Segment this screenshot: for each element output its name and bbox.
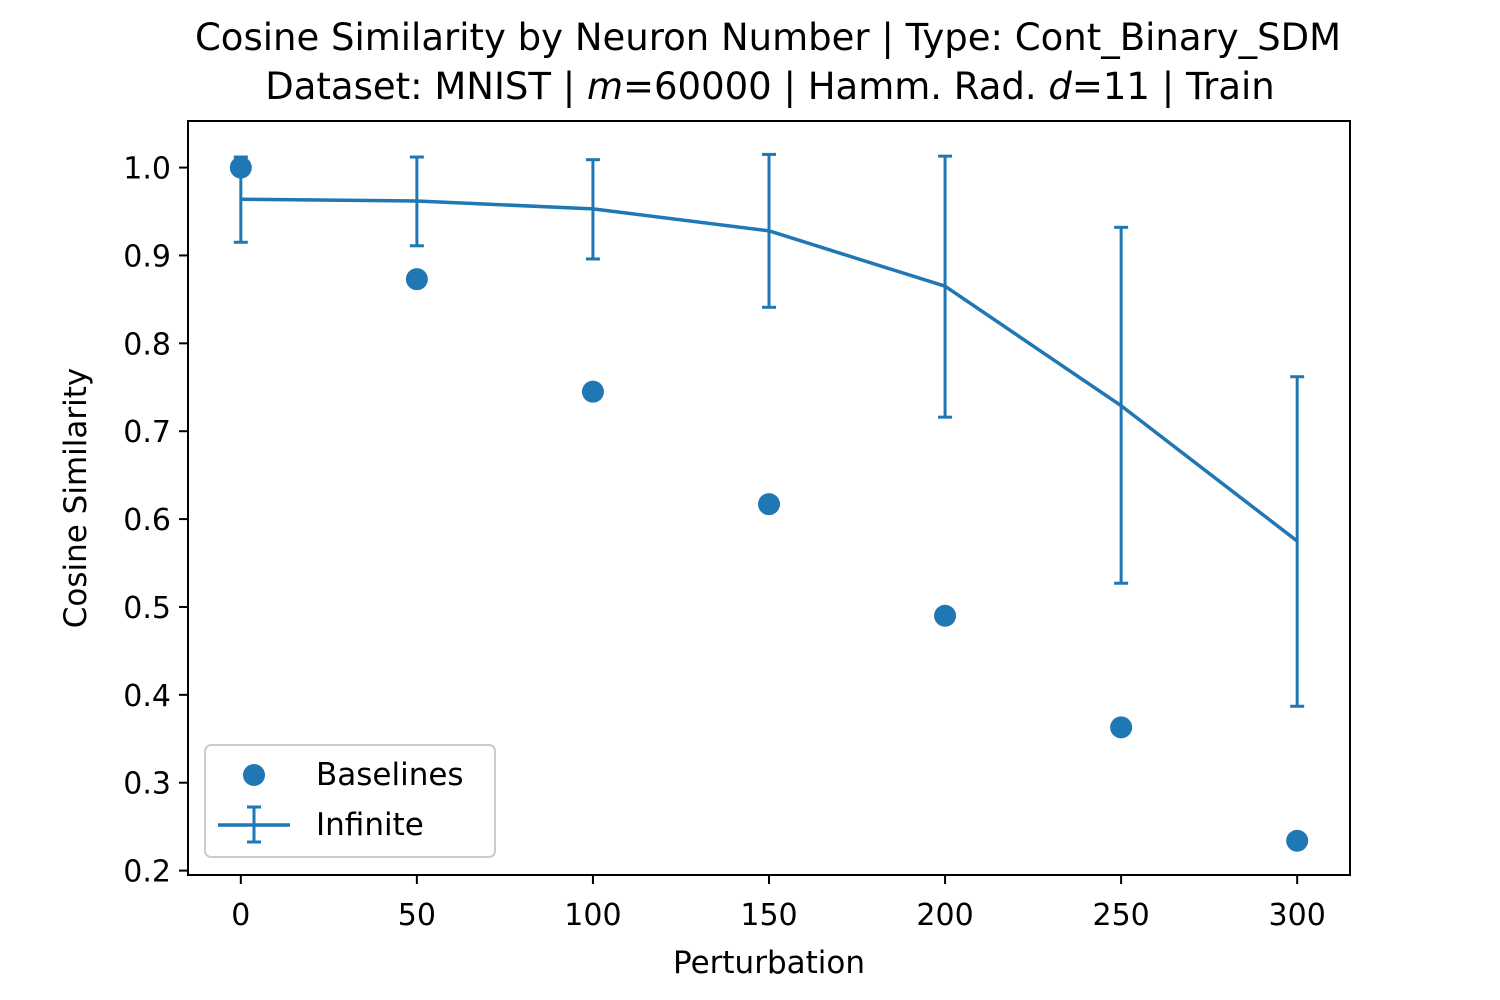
data-point-baselines — [229, 156, 252, 179]
x-tick-label: 100 — [564, 898, 621, 933]
x-tick-label: 0 — [231, 898, 250, 933]
axis-ticks: 0 50 100 150 200 250 300 0.2 0.3 0.4 0.5 0.6 0.7 0.8 0… — [123, 152, 1326, 933]
chart-title-line2-part2: =60000 | Hamm. Rad. — [623, 65, 1048, 108]
y-axis-label: Cosine Similarity — [58, 368, 94, 629]
data-point-baselines — [1110, 716, 1133, 739]
x-tick-label: 150 — [740, 898, 797, 933]
x-tick-label: 250 — [1092, 898, 1149, 933]
data-point-baselines — [758, 493, 780, 516]
legend-box — [204, 744, 496, 858]
data-point-baselines — [1286, 829, 1309, 852]
y-tick-label: 0.3 — [123, 767, 171, 802]
y-tick-label: 0.8 — [123, 327, 171, 362]
series-line-infinite — [240, 197, 1299, 543]
y-tick-label: 0.5 — [123, 591, 171, 626]
legend-marker-baselines — [243, 764, 265, 786]
scatter-points — [229, 156, 1309, 852]
y-tick-label: 0.7 — [123, 415, 171, 450]
x-tick-label: 300 — [1269, 898, 1326, 933]
y-tick-label: 0.4 — [123, 679, 171, 714]
chart-title-line2-part1: Dataset: MNIST | — [265, 65, 587, 108]
legend-label-baselines: Baselines — [316, 757, 464, 793]
chart-title-line2-part3: =11 | Train — [1072, 65, 1275, 108]
chart-title-line2: Dataset: MNIST | m=60000 | Hamm. Rad. d=… — [265, 65, 1275, 108]
legend-marker-infinite — [218, 805, 290, 844]
y-tick-label: 0.2 — [123, 855, 171, 890]
x-axis-label: Perturbation — [673, 945, 865, 981]
data-point-baselines — [405, 268, 428, 291]
series-lines — [240, 197, 1299, 543]
y-tick-label: 1.0 — [123, 152, 171, 187]
x-tick-label: 200 — [916, 898, 973, 933]
plot-frame — [187, 120, 1351, 876]
chart-title-line1: Cosine Similarity by Neuron Number | Typ… — [195, 16, 1341, 59]
chart-title-d-variable: d — [1048, 65, 1072, 108]
data-point-baselines — [581, 380, 604, 403]
y-tick-label: 0.9 — [123, 239, 171, 274]
y-tick-label: 0.6 — [123, 503, 171, 538]
chart-title-m-variable: m — [587, 65, 623, 108]
data-point-baselines — [934, 604, 957, 627]
legend-label-infinite: Infinite — [316, 807, 424, 843]
legend: Baselines Infinite — [204, 744, 496, 858]
x-tick-label: 50 — [398, 898, 436, 933]
